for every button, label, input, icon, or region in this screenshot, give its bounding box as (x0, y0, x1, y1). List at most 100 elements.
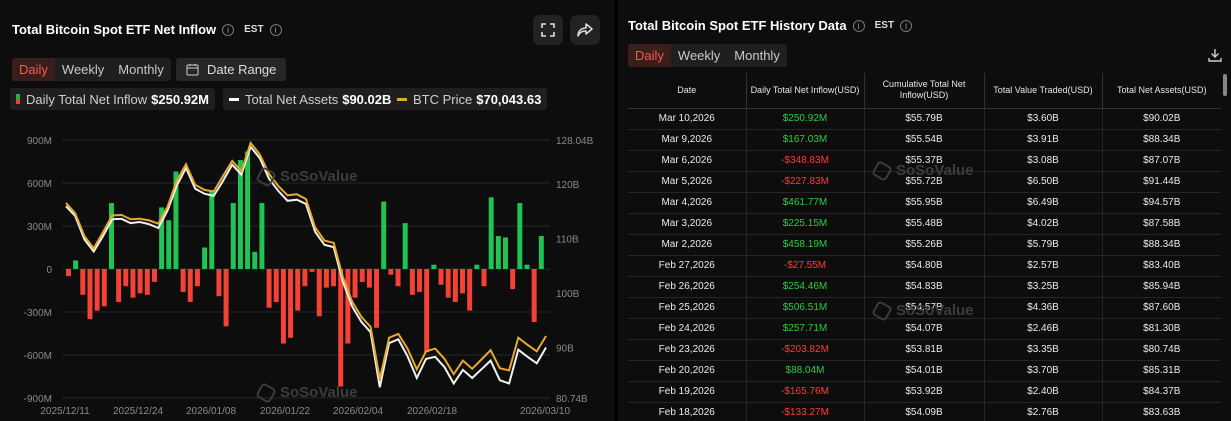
cell-net-assets: $94.57B (1102, 192, 1221, 214)
inflow-bar (73, 260, 79, 269)
y-left-tick-label: 0 (46, 265, 52, 276)
tab-daily[interactable]: Daily (12, 58, 55, 81)
cell-value-traded: $3.25B (984, 276, 1103, 298)
col-value-traded[interactable]: Total Value Traded(USD) (984, 73, 1103, 109)
cell-net-assets: $91.44B (1102, 171, 1221, 193)
inflow-bar (194, 269, 200, 287)
cell-daily-inflow: -$227.83M (746, 171, 865, 193)
date-range-button[interactable]: Date Range (176, 58, 286, 81)
info-icon[interactable]: i (222, 23, 235, 36)
history-title-row: Total Bitcoin Spot ETF History Data i ES… (628, 18, 913, 33)
table-row[interactable]: Mar 3,2026 $225.15M $55.48B $4.02B $87.58B (628, 213, 1221, 235)
inflow-bar (166, 220, 172, 269)
download-button[interactable] (1208, 48, 1222, 67)
inflow-bar (273, 269, 279, 302)
x-tick-label: 2025/12/11 (40, 406, 90, 417)
cell-cumulative-inflow: $53.92B (864, 381, 985, 403)
chart-title-row: Total Bitcoin Spot ETF Net Inflow i EST … (12, 22, 282, 37)
share-button[interactable] (570, 15, 600, 45)
inflow-bar (402, 223, 408, 269)
net-assets-line (65, 144, 547, 388)
tab-monthly[interactable]: Monthly (734, 48, 780, 63)
y-left-tick-label: -600M (24, 351, 52, 362)
table-row[interactable]: Mar 5,2026 -$227.83M $55.72B $6.50B $91.44B (628, 171, 1221, 193)
table-row[interactable]: Feb 19,2026 -$165.76M $53.92B $2.40B $84.37B (628, 381, 1221, 403)
legend-net-inflow[interactable]: Daily Total Net Inflow $250.92M (10, 88, 215, 110)
cell-net-assets: $85.94B (1102, 276, 1221, 298)
inflow-bar (202, 247, 208, 269)
tab-monthly[interactable]: Monthly (118, 62, 164, 77)
table-row[interactable]: Mar 9,2026 $167.03M $55.54B $3.91B $88.34B (628, 129, 1221, 151)
cell-daily-inflow: -$165.76M (746, 381, 865, 403)
cell-cumulative-inflow: $55.54B (864, 129, 985, 151)
legend-net-assets[interactable]: Total Net Assets $90.02B (223, 88, 398, 110)
timezone-label: EST (874, 20, 895, 31)
download-icon (1208, 49, 1222, 62)
legend-btc-price-value: $70,043.63 (476, 91, 542, 107)
net-assets-swatch (229, 97, 239, 101)
inflow-bar (338, 269, 344, 387)
inflow-bar (144, 269, 150, 295)
table-row[interactable]: Feb 18,2026 -$133.27M $54.09B $2.76B $83.63B (628, 402, 1221, 421)
table-row[interactable]: Mar 4,2026 $461.77M $55.95B $6.49B $94.57B (628, 192, 1221, 214)
cell-net-assets: $84.37B (1102, 381, 1221, 403)
inflow-bar (151, 269, 157, 282)
cell-date: Feb 26,2026 (628, 276, 747, 298)
table-row[interactable]: Mar 6,2026 -$348.83M $55.37B $3.08B $87.07B (628, 150, 1221, 172)
cell-value-traded: $3.70B (984, 360, 1103, 382)
cell-date: Feb 20,2026 (628, 360, 747, 382)
inflow-bar (381, 201, 387, 269)
net-inflow-chart-panel: Total Bitcoin Spot ETF Net Inflow i EST … (0, 0, 615, 421)
tab-weekly[interactable]: Weekly (61, 62, 105, 77)
y-left-tick-label: 600M (27, 179, 52, 190)
table-row[interactable]: Mar 2,2026 $458.19M $55.26B $5.79B $88.34B (628, 234, 1221, 256)
legend-net-inflow-value: $250.92M (151, 91, 209, 107)
inflow-bar (159, 207, 165, 269)
timezone-info-icon[interactable]: i (269, 23, 282, 36)
inflow-bar (424, 269, 430, 353)
history-table-wrap: Date Daily Total Net Inflow(USD) Cumulat… (628, 73, 1221, 421)
table-row[interactable]: Feb 23,2026 -$203.82M $53.81B $3.35B $80.74B (628, 339, 1221, 361)
info-icon[interactable]: i (852, 19, 865, 32)
cell-daily-inflow: -$203.82M (746, 339, 865, 361)
fullscreen-button[interactable] (533, 15, 563, 45)
col-date[interactable]: Date (628, 73, 747, 109)
tab-weekly[interactable]: Weekly (677, 48, 721, 63)
legend-btc-price[interactable]: BTC Price $70,043.63 (391, 88, 548, 110)
x-tick-label: 2026/02/18 (407, 406, 457, 417)
y-right-tick-label: 80.74B (556, 394, 588, 405)
cell-cumulative-inflow: $54.01B (864, 360, 985, 382)
cell-value-traded: $2.40B (984, 381, 1103, 403)
cell-value-traded: $3.91B (984, 129, 1103, 151)
cell-daily-inflow: $250.92M (746, 108, 865, 130)
tab-daily[interactable]: Daily (628, 44, 671, 67)
col-cumulative-inflow[interactable]: Cumulative Total Net Inflow(USD) (864, 73, 985, 109)
table-header-row: Date Daily Total Net Inflow(USD) Cumulat… (628, 73, 1221, 109)
inflow-bar (524, 264, 530, 269)
inflow-bar (359, 269, 365, 282)
col-net-assets[interactable]: Total Net Assets(USD) (1102, 73, 1221, 109)
table-row[interactable]: Mar 10,2026 $250.92M $55.79B $3.60B $90.02B (628, 108, 1221, 130)
net-inflow-chart[interactable]: 900M 600M 300M 0 -300M -600M -900M 128.04B 120B 1… (0, 120, 615, 421)
cell-daily-inflow: $506.51M (746, 297, 865, 319)
inflow-bar (417, 269, 423, 292)
cell-value-traded: $2.46B (984, 318, 1103, 340)
inflow-bar (352, 269, 358, 298)
table-scrollbar[interactable] (1223, 74, 1227, 96)
inflow-bar (180, 269, 186, 292)
col-daily-inflow[interactable]: Daily Total Net Inflow(USD) (746, 73, 865, 109)
inflow-bar (503, 237, 508, 269)
x-tick-label: 2026/01/08 (186, 406, 236, 417)
inflow-bar (209, 190, 215, 269)
cell-date: Mar 2,2026 (628, 234, 747, 256)
table-row[interactable]: Feb 27,2026 -$27.55M $54.80B $2.57B $83.40B (628, 255, 1221, 277)
table-row[interactable]: Feb 24,2026 $257.71M $54.07B $2.46B $81.30B (628, 318, 1221, 340)
cell-cumulative-inflow: $54.80B (864, 255, 985, 277)
timezone-info-icon[interactable]: i (900, 19, 913, 32)
table-row[interactable]: Feb 26,2026 $254.46M $54.83B $3.25B $85.94B (628, 276, 1221, 298)
cell-daily-inflow: $254.46M (746, 276, 865, 298)
table-row[interactable]: Feb 20,2026 $88.04M $54.01B $3.70B $85.31B (628, 360, 1221, 382)
calendar-icon (186, 64, 199, 76)
table-row[interactable]: Feb 25,2026 $506.51M $54.57B $4.36B $87.60B (628, 297, 1221, 319)
chart-period-tabs: Daily Weekly Monthly (12, 58, 171, 81)
